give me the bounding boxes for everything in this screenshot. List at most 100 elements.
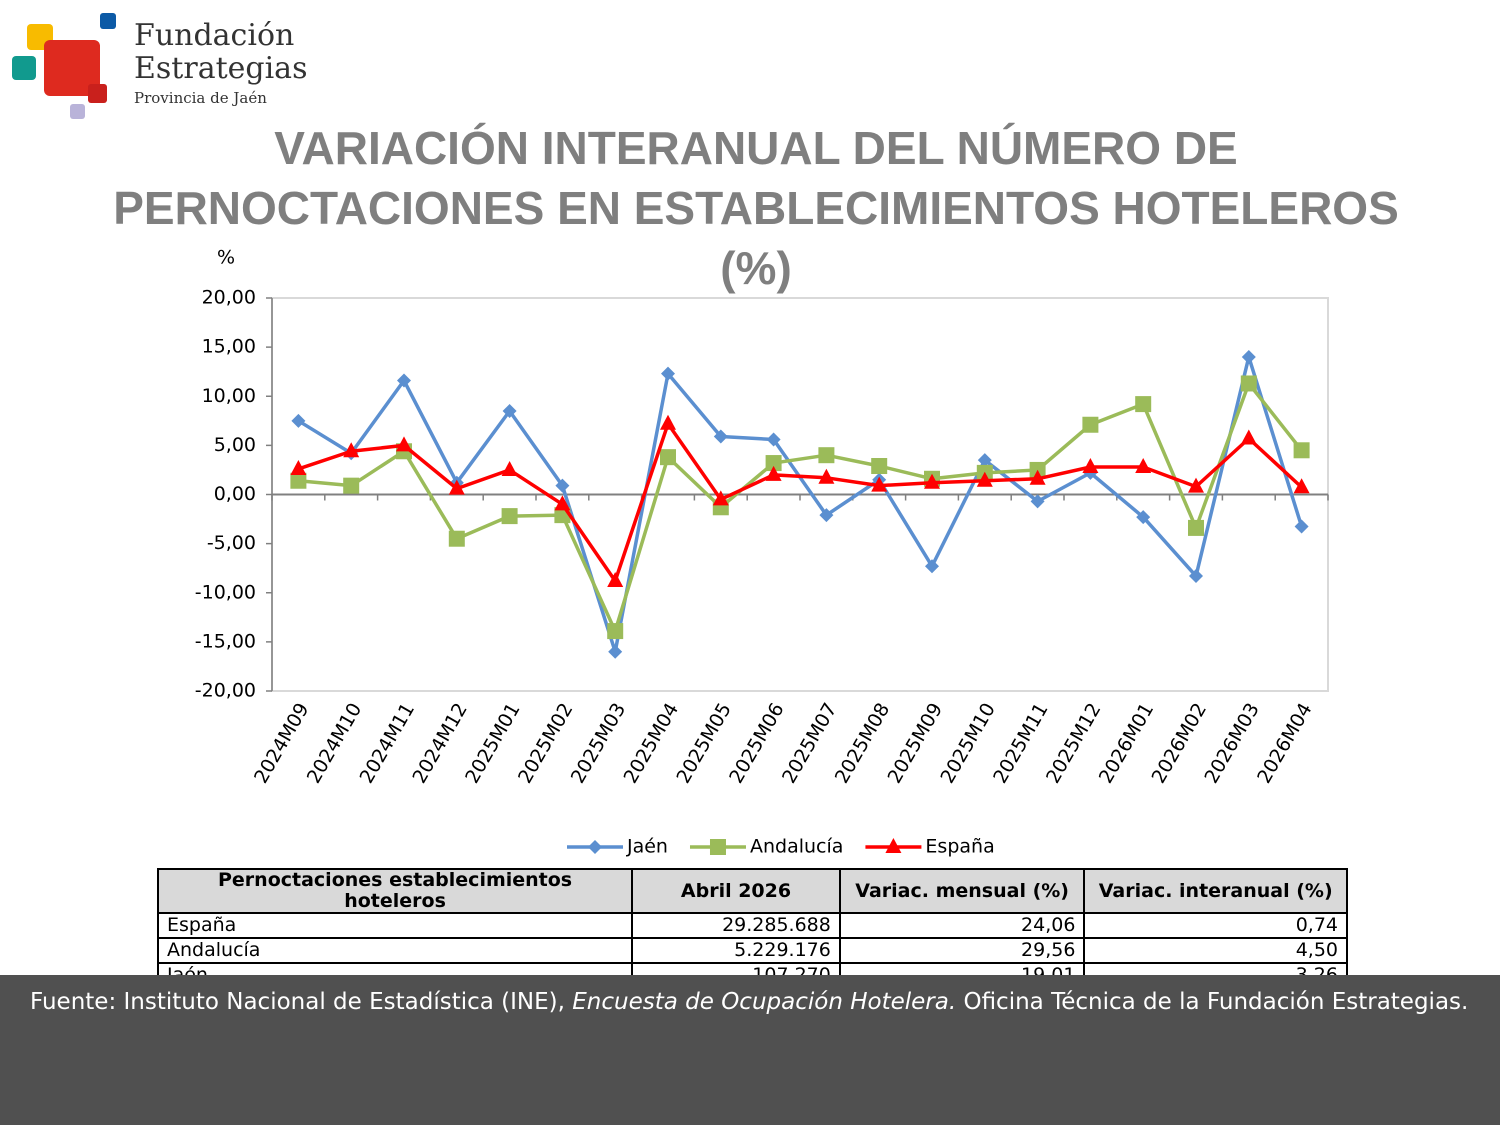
marker — [1135, 396, 1152, 413]
legend-item: Andalucía — [689, 836, 843, 858]
marker — [871, 458, 888, 475]
marker — [885, 838, 902, 853]
marker — [1240, 429, 1257, 445]
marker — [709, 839, 726, 855]
marker — [765, 455, 782, 472]
marker — [765, 465, 782, 481]
marker — [397, 373, 411, 388]
marker — [343, 477, 360, 494]
y-tick-label: 20,00 — [202, 287, 256, 309]
marker — [1293, 478, 1310, 494]
marker — [607, 571, 624, 587]
marker — [1240, 375, 1257, 392]
y-tick-label: 10,00 — [202, 385, 256, 407]
logo-text: Estrategias — [134, 51, 308, 86]
header-cell: Pernoctaciones establecimientos hotelero… — [156, 868, 634, 914]
marker — [871, 476, 888, 492]
table-cell: 4,50 — [1083, 937, 1348, 964]
table-row: Andalucía 5.229.176 29,56 4,50 — [156, 937, 1348, 964]
marker — [925, 559, 939, 574]
marker — [343, 442, 360, 458]
header-cell: Abril 2026 — [631, 868, 841, 914]
table-header: Pernoctaciones establecimientos hotelero… — [156, 868, 1348, 914]
y-axis-label: % — [217, 247, 235, 269]
marker — [1029, 469, 1046, 485]
header-cell: Variac. mensual (%) — [838, 868, 1086, 914]
source-text: Oficina Técnica de la Fundación Estrateg… — [963, 989, 1469, 1015]
legend-item: Jaén — [567, 836, 668, 858]
y-tick-label: 15,00 — [202, 336, 256, 358]
y-tick-label: 0,00 — [214, 483, 256, 505]
marker — [1294, 519, 1309, 534]
marker — [712, 490, 729, 506]
marker — [1189, 569, 1203, 584]
table-cell: España — [156, 912, 634, 939]
data-table: Pernoctaciones establecimientos hotelero… — [156, 868, 1348, 989]
marker — [1136, 510, 1151, 525]
marker — [977, 453, 992, 468]
chart: % -20,00 -15,00 -10,00 -5,00 0,00 5,00 10,00 15… — [195, 247, 1329, 858]
marker — [1188, 519, 1204, 536]
marker — [1293, 442, 1310, 459]
marker — [976, 471, 993, 487]
footer: Fuente: Instituto Nacional de Estadístic… — [0, 975, 1500, 1125]
logo-text: Fundación — [134, 18, 295, 53]
source-text: Fuente: Instituto Nacional de Estadístic… — [30, 989, 565, 1015]
marker — [819, 508, 834, 523]
series-line — [298, 381, 1303, 633]
marker — [448, 530, 465, 547]
legend-label: España — [925, 836, 994, 858]
legend-item: España — [865, 836, 995, 858]
marker — [1135, 457, 1152, 473]
marker — [291, 413, 306, 428]
chart-title: VARIACIÓN INTERANUAL DEL NÚMERO DE PERNO… — [0, 118, 1500, 298]
x-tick-label: 2026M04 — [1253, 699, 1317, 787]
legend-label: Jaén — [626, 836, 668, 858]
marker — [1082, 457, 1099, 473]
marker — [608, 644, 623, 659]
table-cell: 24,06 — [838, 912, 1086, 939]
title-line: (%) — [720, 242, 792, 294]
marker — [501, 460, 518, 476]
y-tick-label: -5,00 — [207, 532, 256, 554]
marker — [1241, 349, 1256, 364]
marker — [1030, 494, 1045, 509]
marker — [713, 429, 728, 444]
table-cell: 5.229.176 — [631, 937, 841, 964]
marker — [501, 508, 518, 525]
table-row: España 29.285.688 24,06 0,74 — [156, 912, 1348, 939]
marker — [766, 432, 781, 447]
header-cell: Variac. interanual (%) — [1083, 868, 1348, 914]
title-line: VARIACIÓN INTERANUAL DEL NÚMERO DE — [274, 122, 1238, 174]
marker — [924, 473, 940, 489]
table-cell: Andalucía — [156, 937, 634, 964]
source-title: Encuesta de Ocupación Hotelera. — [572, 989, 957, 1015]
y-tick-label: -10,00 — [195, 581, 256, 603]
y-tick-label: -20,00 — [195, 680, 256, 702]
marker — [1188, 477, 1204, 493]
marker — [290, 472, 307, 489]
series-line — [297, 422, 1303, 583]
y-tick-label: 5,00 — [214, 434, 256, 456]
marker — [1082, 416, 1099, 433]
marker — [818, 447, 835, 464]
marker — [448, 479, 465, 495]
title-line: PERNOCTACIONES EN ESTABLECIMIENTOS HOTEL… — [113, 182, 1399, 234]
marker — [290, 459, 307, 475]
y-tick-label: -15,00 — [195, 630, 256, 652]
marker — [396, 436, 412, 452]
marker — [661, 366, 675, 381]
table-cell: 29.285.688 — [631, 912, 841, 939]
marker — [660, 414, 676, 430]
table-cell: 29,56 — [838, 937, 1086, 964]
source-note: Fuente: Instituto Nacional de Estadístic… — [30, 985, 1490, 1019]
marker — [588, 840, 602, 854]
logo-subtext: Provincia de Jaén — [134, 89, 267, 107]
marker — [607, 623, 624, 640]
marker — [660, 449, 676, 466]
marker — [554, 495, 571, 511]
logo: Fundación Estrategias Provincia de Jaén — [0, 0, 320, 120]
marker — [555, 478, 570, 493]
marker — [502, 403, 517, 418]
